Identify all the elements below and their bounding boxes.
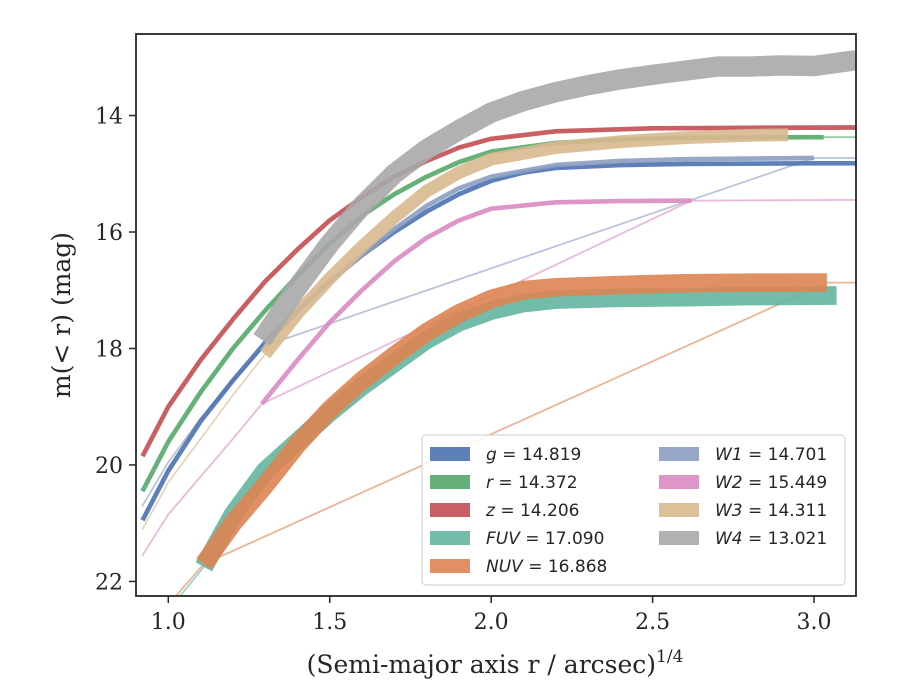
- series-nuv-line: [196, 273, 827, 570]
- x-tick-label: 1.0: [151, 610, 186, 635]
- legend-swatch-g: [430, 447, 470, 461]
- legend-box: [421, 434, 846, 586]
- legend-label-g: g = 14.819: [486, 445, 581, 465]
- legend-label-w3: W3 = 14.311: [715, 501, 827, 521]
- plot-area: [140, 50, 856, 596]
- x-tick-label: 2.0: [474, 610, 509, 635]
- legend-swatch-w4: [659, 531, 699, 545]
- y-tick-label: 16: [95, 221, 123, 246]
- x-tick-label: 3.0: [797, 610, 832, 635]
- series-w4-line: [253, 50, 856, 346]
- legend-swatch-w1: [659, 447, 699, 461]
- extrapolated-w3-line: [141, 353, 266, 530]
- legend-label-w1: W1 = 14.701: [715, 445, 827, 465]
- legend-label-z: z = 14.206: [485, 501, 579, 521]
- axis-ticks: 1.0 1.5 2.0 2.5 3.0 14 16 18 20 22: [95, 105, 832, 635]
- y-tick-label: 14: [95, 105, 123, 130]
- legend-swatch-fuv: [430, 531, 470, 545]
- extrapolated-fuv-line: [179, 566, 205, 596]
- series-g-line: [140, 160, 856, 522]
- legend-label-r: r = 14.372: [486, 473, 578, 493]
- legend-label-w4: W4 = 13.021: [715, 529, 827, 549]
- x-axis-label: (Semi-major axis r / arcsec)1/4: [307, 647, 684, 679]
- legend-label-nuv: NUV = 16.868: [486, 557, 607, 577]
- y-tick-label: 22: [95, 570, 123, 595]
- legend-label-fuv: FUV = 17.090: [486, 529, 604, 549]
- legend-swatch-w2: [659, 475, 699, 489]
- y-tick-label: 20: [95, 454, 123, 479]
- legend-swatch-z: [430, 503, 470, 517]
- legend-swatch-nuv: [430, 559, 470, 573]
- legend-swatch-w3: [659, 503, 699, 517]
- series-w3-line: [260, 128, 789, 359]
- series-w2-line: [260, 198, 692, 406]
- x-tick-label: 2.5: [635, 610, 670, 635]
- plot-frame: [135, 33, 857, 597]
- y-axis-label: m(< r) (mag): [47, 232, 76, 398]
- legend-swatch-r: [430, 475, 470, 489]
- x-tick-label: 1.5: [312, 610, 347, 635]
- legend-label-w2: W2 = 15.449: [715, 473, 827, 493]
- legend: g = 14.819 r = 14.372 z = 14.206 FUV = 17.0…: [421, 434, 846, 586]
- y-tick-label: 18: [95, 337, 123, 362]
